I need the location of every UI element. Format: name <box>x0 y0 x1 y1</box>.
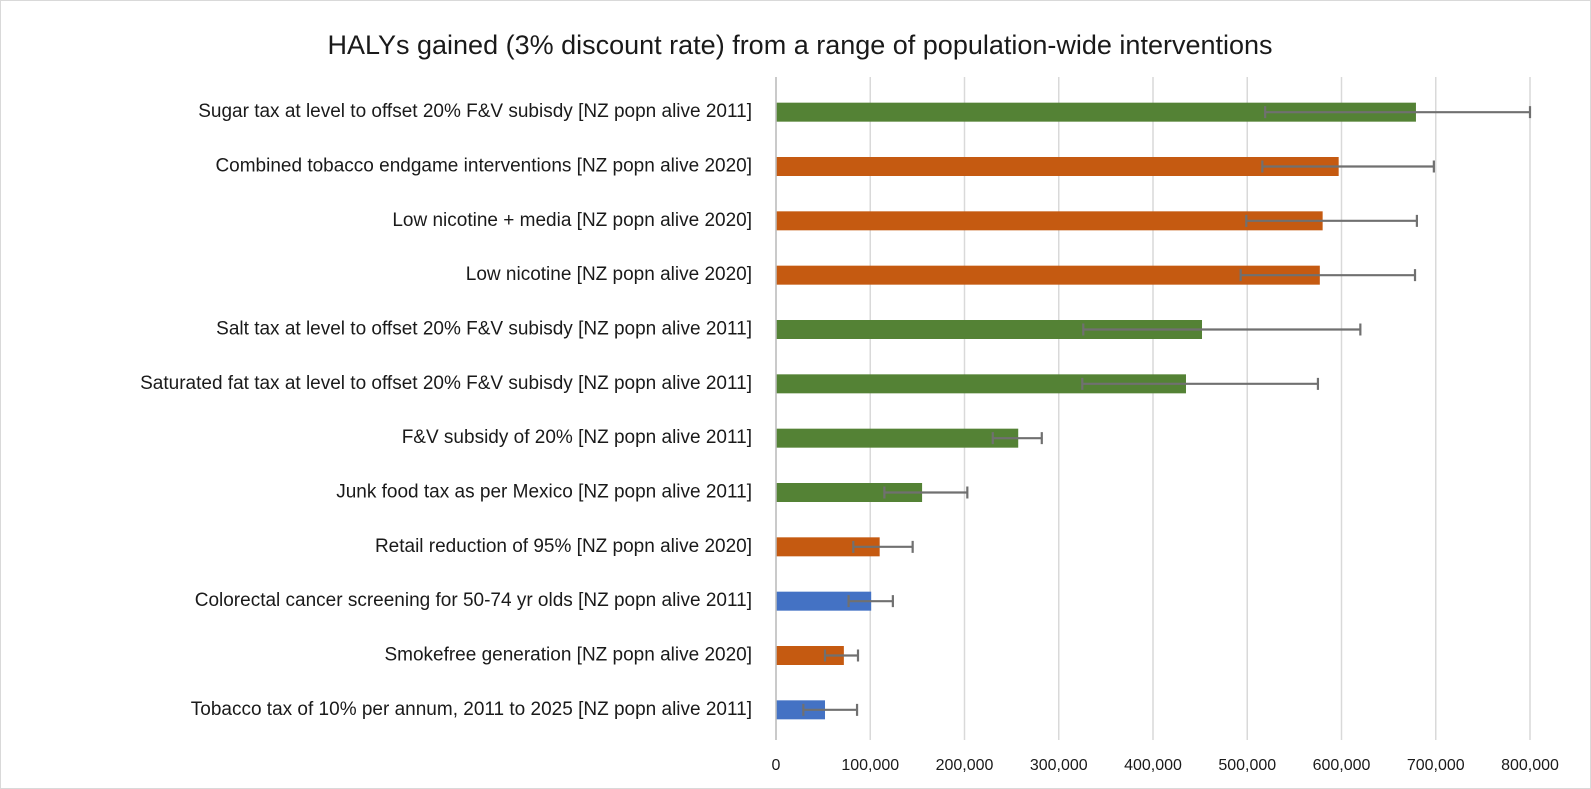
error-bar <box>823 649 860 662</box>
y-tick-label: Low nicotine + media [NZ popn alive 2020… <box>392 210 752 231</box>
x-tick-label: 600,000 <box>1313 757 1371 774</box>
y-tick-label: Saturated fat tax at level to offset 20%… <box>140 373 752 394</box>
bar <box>776 157 1339 176</box>
error-bar <box>1261 160 1435 173</box>
error-bar <box>1082 323 1362 336</box>
x-tick-label: 400,000 <box>1124 757 1182 774</box>
bar <box>776 700 826 720</box>
error-bar <box>802 703 859 716</box>
error-bar <box>1239 269 1417 282</box>
y-tick-label: Colorectal cancer screening for 50-74 yr… <box>195 590 752 611</box>
x-tick-label: 0 <box>772 757 781 774</box>
error-bar <box>1264 106 1532 119</box>
x-tick-label: 300,000 <box>1030 757 1088 774</box>
bar <box>776 483 923 502</box>
bar <box>776 428 1019 448</box>
y-tick-label: Combined tobacco endgame interventions [… <box>215 156 752 177</box>
y-tick-label: Junk food tax as per Mexico [NZ popn ali… <box>336 482 752 503</box>
y-tick-label: Tobacco tax of 10% per annum, 2011 to 20… <box>191 699 752 720</box>
error-bar <box>847 595 894 608</box>
x-tick-label: 800,000 <box>1501 757 1559 774</box>
bar <box>776 102 1416 122</box>
bar <box>776 211 1323 231</box>
x-tick-label: 500,000 <box>1218 757 1276 774</box>
bar <box>776 265 1320 285</box>
bar <box>776 646 844 665</box>
y-tick-label: Sugar tax at level to offset 20% F&V sub… <box>198 101 752 122</box>
error-bar <box>1245 214 1418 227</box>
error-bar <box>852 540 914 553</box>
y-tick-label: Smokefree generation [NZ popn alive 2020… <box>384 645 752 666</box>
y-tick-label: Salt tax at level to offset 20% F&V subi… <box>216 319 752 340</box>
x-tick-label: 100,000 <box>841 757 899 774</box>
y-tick-label: Retail reduction of 95% [NZ popn alive 2… <box>375 536 752 557</box>
error-bar <box>1081 377 1320 390</box>
x-tick-label: 700,000 <box>1407 757 1465 774</box>
bar <box>776 591 872 611</box>
y-tick-label: Low nicotine [NZ popn alive 2020] <box>466 264 752 285</box>
bar <box>776 374 1186 394</box>
error-bar <box>991 432 1043 445</box>
x-tick-label: 200,000 <box>936 757 994 774</box>
y-tick-label: F&V subsidy of 20% [NZ popn alive 2011] <box>402 427 752 448</box>
bar <box>776 320 1203 339</box>
chart-title: HALYs gained (3% discount rate) from a r… <box>327 30 1272 60</box>
error-bar <box>883 486 969 499</box>
